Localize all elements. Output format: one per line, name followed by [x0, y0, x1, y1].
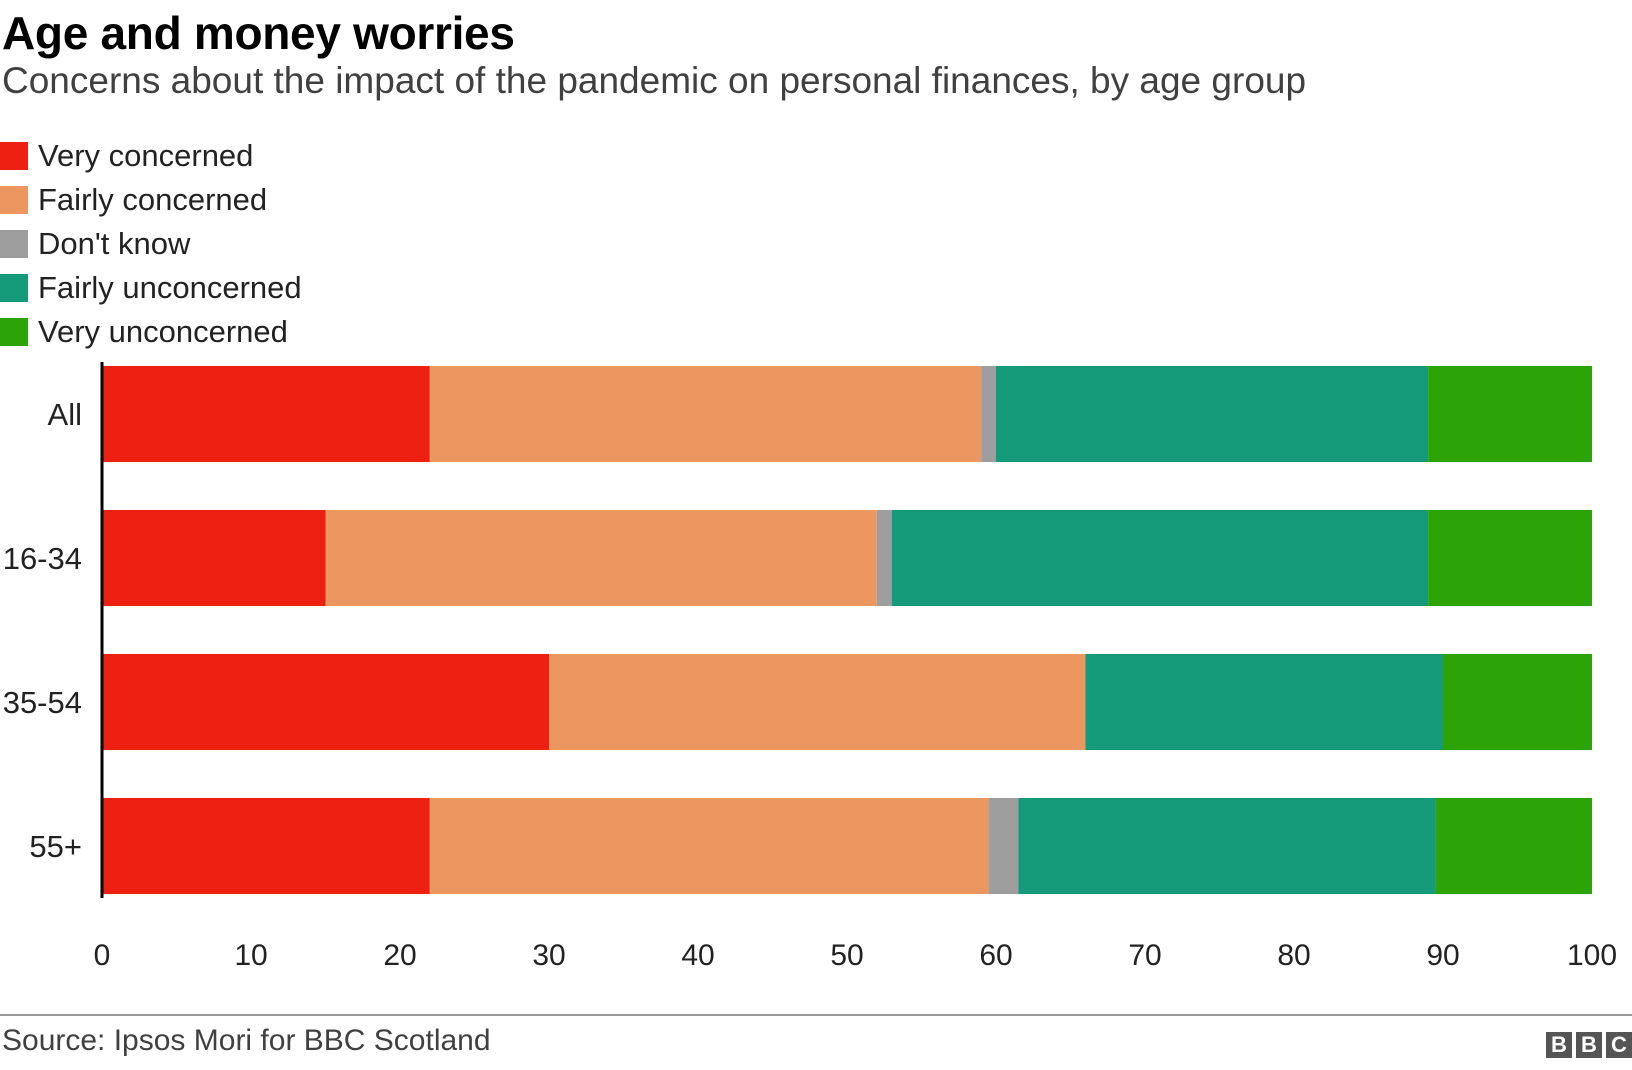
chart-subtitle: Concerns about the impact of the pandemi… — [2, 60, 1307, 101]
x-tick-label: 90 — [1426, 939, 1459, 972]
x-tick-label: 10 — [234, 939, 267, 972]
footer-divider — [0, 1014, 1632, 1016]
x-tick-label: 50 — [830, 939, 863, 972]
x-tick-label: 60 — [979, 939, 1012, 972]
legend-label: Don't know — [38, 226, 191, 261]
category-label: 16-34 — [3, 541, 82, 576]
bbc-logo-letter: C — [1606, 1032, 1632, 1058]
bar-segment — [102, 798, 430, 894]
bar-segment — [996, 366, 1429, 462]
source-note: Source: Ipsos Mori for BBC Scotland — [2, 1024, 491, 1057]
bbc-logo-letter: B — [1576, 1032, 1602, 1058]
bar-segment — [429, 798, 989, 894]
legend-swatch — [0, 142, 28, 170]
bar-segment — [1428, 366, 1592, 462]
bar-segment — [102, 510, 326, 606]
legend-label: Fairly concerned — [38, 182, 268, 217]
bar-segment — [1085, 654, 1443, 750]
legend-item: Fairly unconcerned — [0, 266, 302, 310]
bar-segment — [876, 510, 892, 606]
chart-title: Age and money worries — [2, 7, 515, 59]
legend-label: Very unconcerned — [38, 314, 288, 349]
x-tick-label: 80 — [1277, 939, 1310, 972]
bar-segment — [1443, 654, 1592, 750]
legend-swatch — [0, 274, 28, 302]
bar-segment — [891, 510, 1429, 606]
bar-segment — [102, 366, 430, 462]
bbc-logo: B B C — [1546, 1032, 1632, 1058]
bar-segment — [429, 366, 982, 462]
bar-segment — [1435, 798, 1592, 894]
bar-segment — [102, 654, 549, 750]
x-tick-label: 40 — [681, 939, 714, 972]
x-tick-label: 20 — [383, 939, 416, 972]
legend-item: Very unconcerned — [0, 310, 302, 354]
bbc-logo-letter: B — [1546, 1032, 1572, 1058]
legend-label: Very concerned — [38, 138, 254, 173]
legend-label: Fairly unconcerned — [38, 270, 302, 305]
stacked-bar-chart: All 16-34 35-54 55+ 0 10 20 30 40 50 60 70 80 90 100 — [3, 362, 1617, 972]
legend-item: Fairly concerned — [0, 178, 302, 222]
legend-swatch — [0, 186, 28, 214]
x-tick-label: 0 — [94, 939, 111, 972]
legend-swatch — [0, 230, 28, 258]
x-tick-label: 30 — [532, 939, 565, 972]
legend-swatch — [0, 318, 28, 346]
legend-item: Don't know — [0, 222, 302, 266]
bar-segment — [1428, 510, 1592, 606]
x-tick-label: 70 — [1128, 939, 1161, 972]
bar-segment — [1018, 798, 1436, 894]
bar-segment — [988, 798, 1019, 894]
bar-segment — [325, 510, 877, 606]
bar-segment — [549, 654, 1086, 750]
x-tick-label: 100 — [1567, 939, 1617, 972]
category-label: 55+ — [29, 829, 82, 864]
category-label: 35-54 — [3, 685, 82, 720]
bar-segment — [981, 366, 996, 462]
category-label: All — [48, 397, 82, 432]
legend-item: Very concerned — [0, 134, 302, 178]
chart-legend: Very concerned Fairly concerned Don't know… — [0, 134, 302, 354]
